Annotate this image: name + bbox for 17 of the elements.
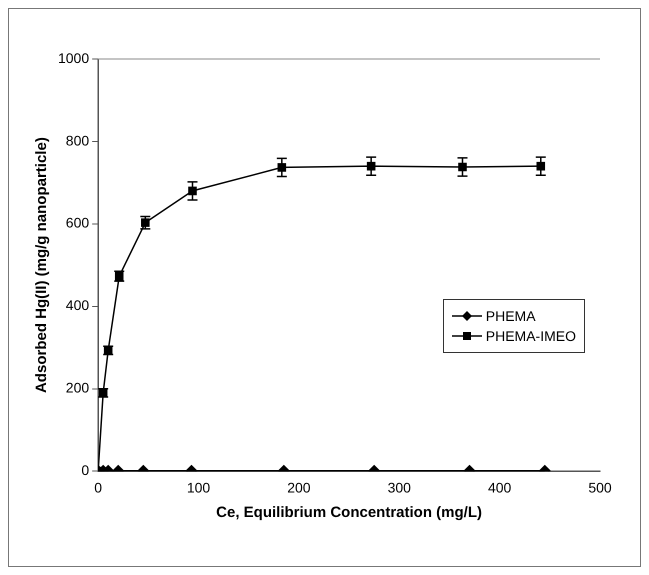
x-tick-label: 100: [186, 479, 210, 496]
y-tick-label: 1000: [58, 50, 90, 66]
x-tick-label: 0: [94, 479, 102, 496]
point: [458, 162, 467, 172]
y-axis-title: Adsorbed Hg(II) (mg/g nanoparticle): [33, 137, 50, 394]
y-tick-label: 200: [66, 380, 90, 396]
x-tick-label: 500: [588, 479, 612, 496]
y-tick-label: 600: [66, 214, 90, 231]
x-tick-label: 300: [388, 479, 412, 496]
x-axis-title: Ce, Equilibrium Concentration (mg/L): [216, 504, 482, 522]
legend-label: PHEMA-IMEO: [486, 328, 576, 344]
y-tick-label: 800: [66, 132, 90, 148]
x-tick-label: 400: [488, 479, 512, 496]
y-tick-label: 400: [66, 297, 90, 314]
legend-label: PHEMA: [486, 308, 536, 324]
x-tick-label: 200: [287, 479, 311, 496]
y-tick-label: 0: [81, 462, 90, 478]
